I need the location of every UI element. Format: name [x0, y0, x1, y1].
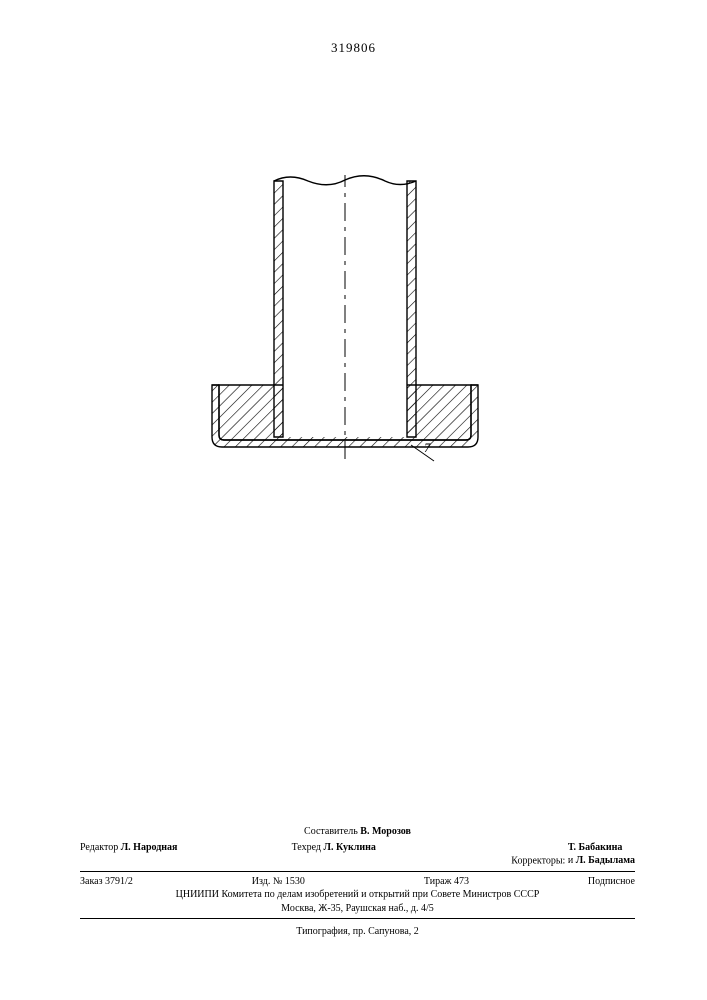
corrector-joiner: и [568, 855, 573, 866]
organization-line: ЦНИИПИ Комитета по делам изобретений и о… [80, 888, 635, 902]
circulation: Тираж 473 [424, 875, 469, 889]
figure [190, 175, 500, 465]
patent-number: 319806 [0, 40, 707, 56]
corrector-1: Т. Бабакина [568, 842, 623, 853]
compiler-line: Составитель В. Морозов [80, 825, 635, 839]
editor-label: Редактор [80, 842, 118, 853]
rule-bottom [80, 918, 635, 919]
publication-row: Заказ 3791/2 Изд. № 1530 Тираж 473 Подпи… [80, 875, 635, 889]
compiler-label: Составитель [304, 826, 358, 837]
figure-reference-numeral: 7 [424, 440, 431, 456]
credits-row: Редактор Л. Народная Техред Л. Куклина К… [80, 841, 635, 868]
edition-number: Изд. № 1530 [252, 875, 305, 889]
rule-top [80, 871, 635, 872]
address-line: Москва, Ж-35, Раушская наб., д. 4/5 [80, 902, 635, 916]
techred-name: Л. Куклина [324, 842, 376, 853]
corrector-2: Л. Бадылама [576, 855, 635, 866]
correctors-label: Корректоры: [511, 855, 565, 866]
order-number: Заказ 3791/2 [80, 875, 133, 889]
editor-name: Л. Народная [121, 842, 178, 853]
cross-section-diagram [190, 175, 500, 465]
compiler-name: В. Морозов [360, 826, 411, 837]
techred-label: Техред [292, 842, 321, 853]
typography-line: Типография, пр. Сапунова, 2 [80, 925, 635, 939]
imprint-block: Составитель В. Морозов Редактор Л. Народ… [80, 825, 635, 939]
signed: Подписное [588, 875, 635, 889]
